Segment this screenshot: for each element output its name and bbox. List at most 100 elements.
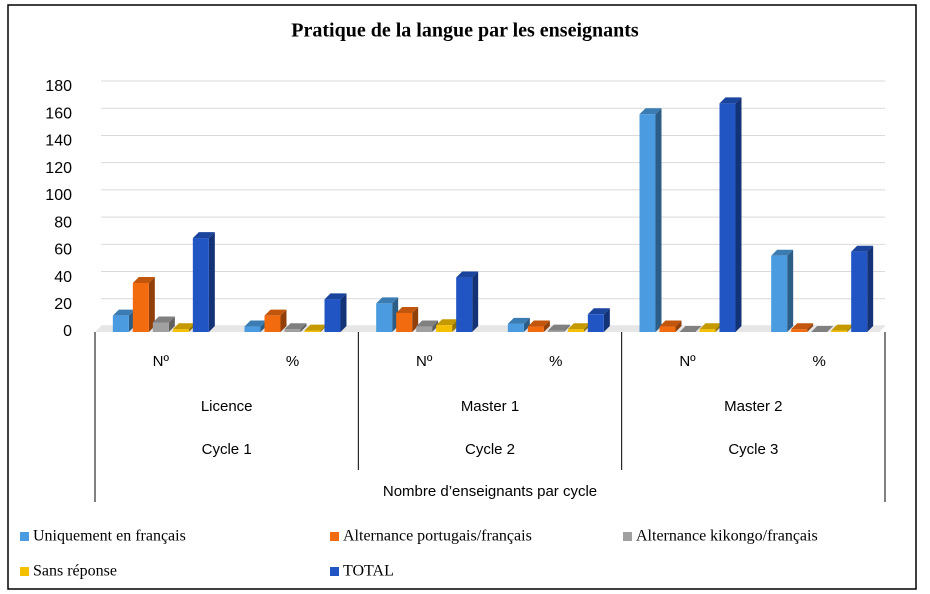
bar (587, 314, 604, 332)
bar (244, 326, 261, 332)
bar-side (675, 320, 682, 332)
group-label: Licence (201, 398, 253, 415)
bar-top (304, 324, 327, 331)
bar (304, 330, 321, 332)
bar-top (851, 245, 874, 252)
bar-top (132, 277, 155, 283)
bar-side (735, 97, 742, 332)
bar-top (244, 320, 267, 327)
chart-title: Pratique de la langue par les enseignant… (291, 20, 639, 42)
bar (376, 303, 393, 332)
legend-swatch (330, 567, 339, 576)
bar-top (771, 249, 794, 256)
bar-top (659, 320, 682, 327)
y-tick-label: 40 (54, 269, 72, 286)
y-tick-label: 60 (54, 242, 72, 259)
bar (791, 329, 808, 332)
bar (396, 312, 413, 332)
bar (284, 329, 301, 332)
bar-side (412, 306, 419, 332)
bar-side (432, 320, 439, 332)
bar-top (831, 324, 854, 331)
group-label: Master 2 (724, 398, 782, 415)
legend-swatch (330, 532, 339, 541)
supergroup-label: Cycle 1 (202, 441, 252, 458)
bar-side (280, 309, 287, 332)
legend-label: Uniquement en français (33, 528, 186, 545)
y-tick-label: 20 (54, 296, 72, 313)
bar-side (787, 249, 794, 332)
bar-top (284, 323, 307, 330)
y-tick-label: 120 (45, 160, 72, 177)
bar (507, 323, 524, 332)
legend-label: Alternance portugais/français (343, 528, 532, 545)
bar-side (867, 245, 874, 332)
bar-side (807, 323, 814, 332)
bar-side (563, 324, 570, 332)
bar-top (699, 323, 722, 330)
bar (547, 330, 564, 332)
bar (264, 315, 281, 332)
bar (436, 325, 453, 332)
bar-side (655, 108, 662, 332)
bar (324, 299, 341, 332)
bar-top (719, 97, 742, 104)
legend-label: Sans réponse (33, 563, 117, 580)
bar-top (791, 323, 814, 330)
legend-swatch (623, 532, 632, 541)
bar (639, 114, 656, 332)
y-tick-label: 180 (45, 78, 72, 95)
bar-top (416, 320, 439, 327)
bar-side (523, 317, 530, 332)
bar (152, 322, 169, 332)
bar-top (587, 308, 610, 315)
bar (456, 277, 473, 332)
group-label: Master 1 (461, 398, 519, 415)
bar-top (456, 271, 479, 278)
y-tick-label: 140 (45, 133, 72, 150)
bar-top (376, 297, 399, 304)
bar-side (543, 320, 550, 332)
supergroup-label: Cycle 3 (728, 441, 778, 458)
y-tick-label: 0 (63, 323, 72, 340)
bar (416, 326, 433, 332)
bar-top (152, 316, 175, 323)
legend-label: TOTAL (343, 563, 394, 580)
bar-side (340, 293, 347, 332)
bar (699, 329, 716, 332)
bar-side (208, 232, 215, 332)
legend-swatch (20, 532, 29, 541)
bar-top (192, 232, 215, 239)
bar (527, 326, 544, 332)
bar-side (148, 277, 155, 332)
bar (771, 255, 788, 332)
bar-side (168, 316, 175, 332)
x-tick-label: Nº (153, 353, 170, 370)
x-tick-label: % (812, 353, 825, 370)
y-tick-label: 80 (54, 214, 72, 231)
bar-side (603, 308, 610, 332)
x-tick-label: Nº (679, 353, 696, 370)
bar-top (264, 309, 287, 316)
bar-top (436, 319, 459, 326)
bar (172, 329, 189, 332)
bar-top (547, 324, 570, 331)
bar-top (567, 323, 590, 330)
bar-top (324, 293, 347, 300)
bar-top (679, 326, 702, 332)
bar-top (507, 317, 530, 324)
bar (831, 330, 848, 332)
bar-top (396, 306, 419, 313)
bar (112, 315, 129, 332)
bar-top (811, 326, 834, 332)
x-tick-label: % (286, 353, 299, 370)
bar-side (472, 271, 479, 332)
x-tick-label: Nº (416, 353, 433, 370)
bar (851, 251, 868, 332)
legend-swatch (20, 567, 29, 576)
bar-side (300, 323, 307, 332)
legend-label: Alternance kikongo/français (636, 528, 818, 545)
y-tick-label: 100 (45, 187, 72, 204)
bar-top (112, 309, 135, 316)
